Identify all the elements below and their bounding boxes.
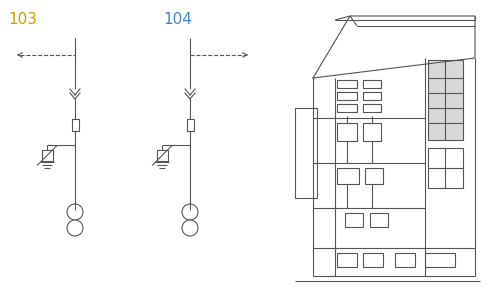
Bar [363, 92, 381, 100]
Bar [363, 123, 381, 141]
Bar [363, 80, 381, 88]
Bar [337, 253, 357, 267]
Bar [157, 150, 167, 161]
Bar [365, 168, 383, 184]
Bar [337, 123, 357, 141]
Bar [337, 168, 359, 184]
Bar [363, 253, 383, 267]
Circle shape [67, 204, 83, 220]
Circle shape [182, 220, 198, 236]
Text: 104: 104 [163, 12, 192, 27]
Bar [42, 150, 53, 161]
Bar [428, 148, 463, 188]
Bar [345, 213, 363, 227]
Text: 103: 103 [8, 12, 37, 27]
Bar [337, 104, 357, 112]
Bar [72, 119, 79, 131]
Bar [337, 92, 357, 100]
Circle shape [67, 220, 83, 236]
Bar [363, 104, 381, 112]
Bar [425, 253, 455, 267]
Bar [295, 108, 317, 198]
Bar [337, 80, 357, 88]
Bar [395, 253, 415, 267]
Bar [370, 213, 388, 227]
Circle shape [182, 204, 198, 220]
Bar [428, 60, 463, 140]
Bar [186, 119, 193, 131]
